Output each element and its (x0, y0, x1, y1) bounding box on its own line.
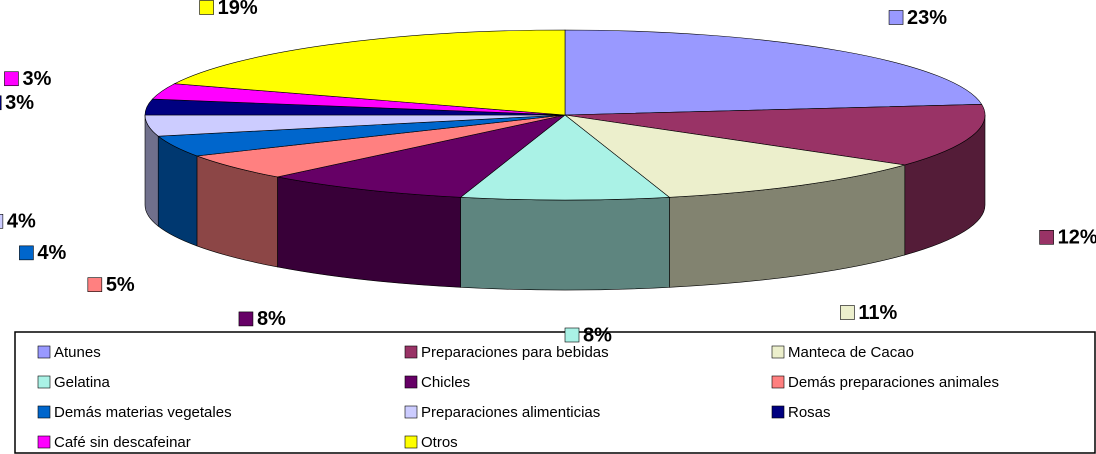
legend-swatch (404, 345, 418, 359)
legend-swatch (37, 345, 51, 359)
slice (563, 114, 905, 198)
legend-label: Preparaciones alimenticias (421, 404, 600, 421)
slice (277, 114, 566, 198)
data-label: 11% (858, 302, 897, 324)
slice-side (460, 197, 670, 291)
slice (459, 114, 671, 201)
label-swatch (840, 305, 855, 320)
legend-swatch (37, 405, 51, 419)
legend-swatch (404, 375, 418, 389)
legend-label: Rosas (788, 404, 831, 421)
legend-swatch (404, 435, 418, 449)
slice (173, 29, 566, 116)
data-label: 5% (106, 274, 135, 296)
legend-swatch (404, 405, 418, 419)
legend-label: Atunes (54, 344, 101, 361)
label-swatch (888, 10, 904, 25)
data-label: 4% (7, 211, 36, 233)
data-label: 3% (5, 92, 34, 114)
legend-label: Demás preparaciones animales (788, 374, 999, 391)
label-swatch (87, 277, 103, 292)
legend-label: Chicles (421, 374, 470, 391)
label-swatch (238, 311, 254, 327)
label-swatch (199, 0, 214, 15)
slice (564, 29, 983, 116)
label-swatch (0, 95, 2, 111)
legend-label: Demás materias vegetales (54, 404, 232, 421)
legend-swatch (37, 375, 51, 389)
legend-swatch (771, 375, 785, 389)
data-label: 4% (37, 242, 66, 264)
slice (564, 104, 986, 166)
legend-swatch (37, 435, 51, 449)
data-label: 3% (22, 68, 51, 90)
label-swatch (0, 213, 4, 229)
legend-label: Otros (421, 434, 458, 451)
legend-box (14, 331, 1096, 454)
data-label: 8% (583, 324, 612, 346)
legend-swatch (771, 345, 785, 359)
label-swatch (1039, 230, 1054, 245)
data-label: 8% (257, 308, 286, 330)
label-swatch (4, 71, 19, 87)
legend-label: Manteca de Cacao (788, 344, 914, 361)
legend-swatch (771, 405, 785, 419)
label-swatch (19, 245, 34, 261)
data-label: 12% (1058, 227, 1096, 249)
data-label: 19% (218, 0, 258, 19)
legend-label: Preparaciones para bebidas (421, 344, 609, 361)
data-label: 23% (907, 7, 947, 29)
legend-label: Café sin descafeinar (54, 434, 191, 451)
legend-label: Gelatina (54, 374, 111, 391)
label-swatch (564, 327, 580, 343)
